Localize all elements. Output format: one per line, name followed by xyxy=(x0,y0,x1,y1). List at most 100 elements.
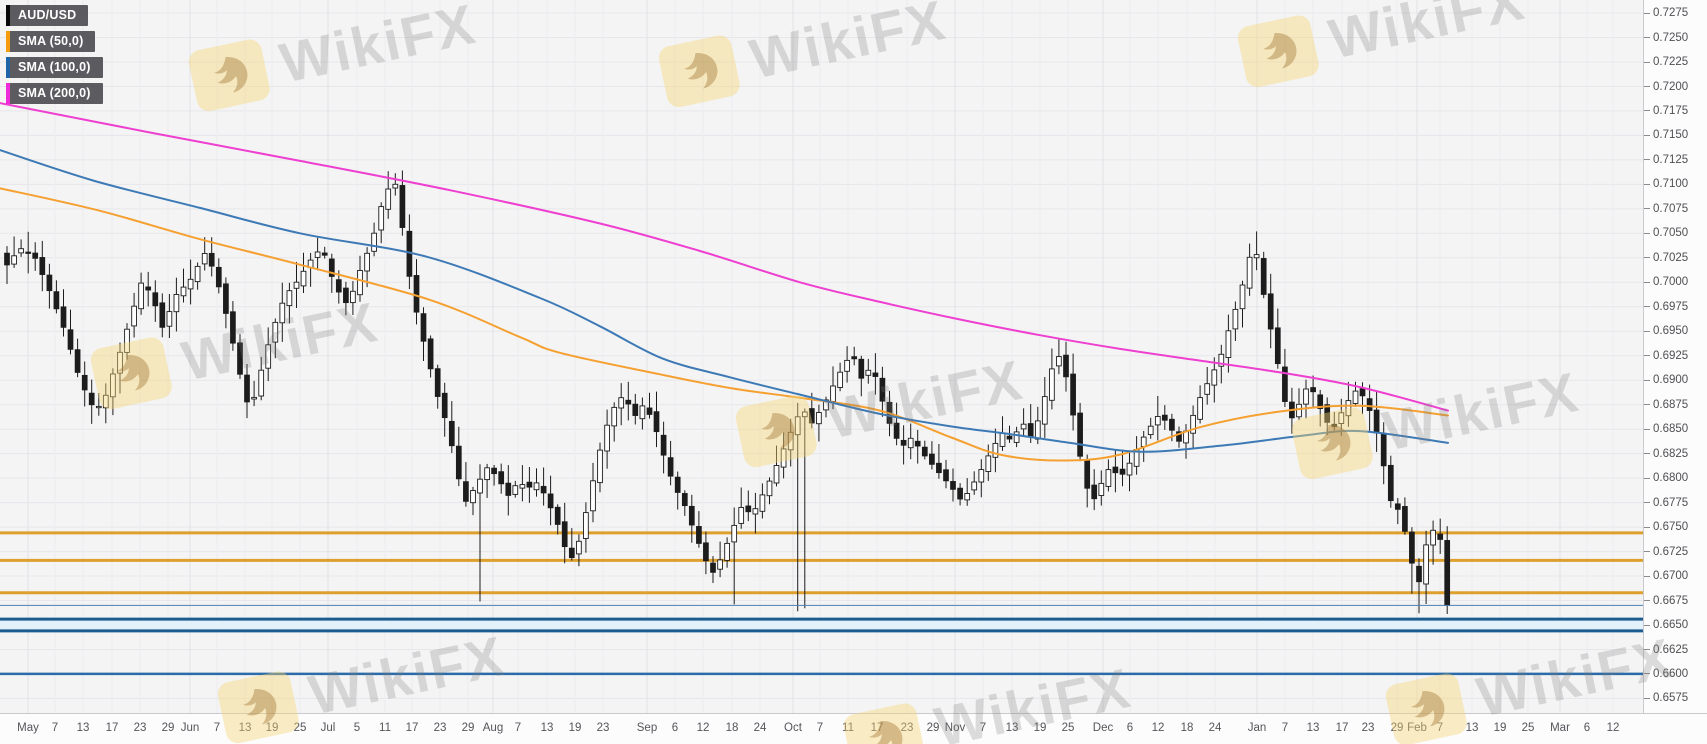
date-tick-label: May xyxy=(17,722,39,734)
legend-symbol[interactable]: AUD/USD xyxy=(6,5,89,26)
time-axis[interactable]: May 7 13 17 23 29 Jun 7 13 19 25 Jul 5 11 17 23 29 Aug 7 13… xyxy=(0,713,1707,744)
date-tick-label: Jan xyxy=(1247,722,1267,734)
date-tick-label: Nov xyxy=(944,722,966,734)
date-tick-label: 25 xyxy=(293,722,307,734)
price-tick-label: 0.7200 xyxy=(1644,81,1688,93)
date-tick-label: 7 xyxy=(1281,722,1289,734)
date-tick-label: 7 xyxy=(514,722,522,734)
price-tick-label: 0.6675 xyxy=(1644,595,1688,607)
sma200-label: SMA (200,0) xyxy=(18,86,91,100)
date-tick-label: Mar xyxy=(1550,722,1570,734)
date-tick-label: 29 xyxy=(926,722,940,734)
symbol-color-bar-icon xyxy=(6,5,10,26)
date-tick-label: 7 xyxy=(51,722,59,734)
price-tick-label: 0.7225 xyxy=(1644,56,1688,68)
date-tick-label: Jul xyxy=(320,722,336,734)
date-tick-label: Feb xyxy=(1407,722,1427,734)
date-tick-label: 6 xyxy=(1126,722,1134,734)
date-tick-label: 7 xyxy=(816,722,824,734)
date-tick-label: Oct xyxy=(784,722,802,734)
candlesticks xyxy=(4,170,1451,614)
legend-sma100[interactable]: SMA (100,0) xyxy=(6,57,103,78)
date-tick-label: 18 xyxy=(1180,722,1194,734)
date-tick-label: 6 xyxy=(671,722,679,734)
price-tick-label: 0.6600 xyxy=(1644,668,1688,680)
date-tick-label: Jun xyxy=(180,722,200,734)
date-tick-label: 13 xyxy=(1465,722,1479,734)
price-tick-label: 0.7100 xyxy=(1644,178,1688,190)
price-tick-label: 0.6725 xyxy=(1644,546,1688,558)
date-tick-label: 29 xyxy=(461,722,475,734)
date-tick-label: 24 xyxy=(753,722,767,734)
price-tick-label: 0.6925 xyxy=(1644,350,1688,362)
sma50-label: SMA (50,0) xyxy=(18,34,84,48)
date-tick-label: 7 xyxy=(213,722,221,734)
date-tick-label: 24 xyxy=(1208,722,1222,734)
date-tick-label: 29 xyxy=(1390,722,1404,734)
date-tick-label: 17 xyxy=(405,722,419,734)
legend-sma200[interactable]: SMA (200,0) xyxy=(6,83,103,104)
date-tick-label: 19 xyxy=(1493,722,1507,734)
date-tick-label: 6 xyxy=(1583,722,1591,734)
date-tick-label: 25 xyxy=(1521,722,1535,734)
price-tick-label: 0.7125 xyxy=(1644,154,1688,166)
price-axis[interactable]: 0.6670 0.72750.72500.72250.72000.71750.7… xyxy=(1643,0,1707,713)
date-tick-label: 13 xyxy=(76,722,90,734)
price-tick-label: 0.7150 xyxy=(1644,129,1688,141)
date-tick-label: 7 xyxy=(979,722,987,734)
date-tick-label: 12 xyxy=(1606,722,1620,734)
price-tick-label: 0.6950 xyxy=(1644,325,1688,337)
date-tick-label: 29 xyxy=(161,722,175,734)
date-tick-label: 13 xyxy=(1005,722,1019,734)
legend-sma50[interactable]: SMA (50,0) xyxy=(6,31,96,52)
price-tick-label: 0.7175 xyxy=(1644,105,1688,117)
price-tick-label: 0.7075 xyxy=(1644,203,1688,215)
date-tick-label: Sep xyxy=(636,722,658,734)
price-tick-label: 0.7275 xyxy=(1644,7,1688,19)
date-tick-label: Dec xyxy=(1092,722,1114,734)
date-tick-label: 17 xyxy=(1335,722,1349,734)
price-tick-label: 0.7250 xyxy=(1644,32,1688,44)
sma100-label: SMA (100,0) xyxy=(18,60,91,74)
price-tick-label: 0.6575 xyxy=(1644,692,1688,704)
date-tick-label: 5 xyxy=(353,722,361,734)
price-tick-label: 0.6650 xyxy=(1644,619,1688,631)
sma100-color-bar-icon xyxy=(6,57,10,78)
price-tick-label: 0.6625 xyxy=(1644,644,1688,656)
price-tick-label: 0.6750 xyxy=(1644,521,1688,533)
date-tick-label: 23 xyxy=(596,722,610,734)
date-tick-label: 12 xyxy=(696,722,710,734)
date-tick-label: 23 xyxy=(1361,722,1375,734)
sma50-color-bar-icon xyxy=(6,31,10,52)
price-tick-label: 0.6775 xyxy=(1644,497,1688,509)
date-tick-label: 19 xyxy=(1033,722,1047,734)
date-tick-label: Aug xyxy=(482,722,504,734)
date-tick-label: 11 xyxy=(842,722,854,734)
support-zone xyxy=(0,617,1643,633)
date-tick-label: 12 xyxy=(1151,722,1165,734)
price-tick-label: 0.7025 xyxy=(1644,252,1688,264)
date-tick-label: 23 xyxy=(900,722,914,734)
plot-area[interactable] xyxy=(0,0,1643,713)
price-tick-label: 0.6850 xyxy=(1644,423,1688,435)
price-tick-label: 0.6700 xyxy=(1644,570,1688,582)
price-tick-label: 0.6975 xyxy=(1644,301,1688,313)
price-tick-label: 0.6900 xyxy=(1644,374,1688,386)
date-tick-label: 19 xyxy=(568,722,582,734)
price-tick-label: 0.6825 xyxy=(1644,448,1688,460)
date-tick-label: 23 xyxy=(133,722,147,734)
sma-line-100 xyxy=(0,149,1449,453)
sma200-color-bar-icon xyxy=(6,83,10,104)
date-tick-label: 13 xyxy=(238,722,252,734)
date-tick-label: 7 xyxy=(1436,722,1444,734)
date-tick-label: 23 xyxy=(433,722,447,734)
date-tick-label: 17 xyxy=(105,722,119,734)
price-tick-label: 0.7050 xyxy=(1644,227,1688,239)
sma-line-200 xyxy=(0,102,1449,412)
date-tick-label: 17 xyxy=(870,722,884,734)
date-tick-label: 18 xyxy=(725,722,739,734)
date-tick-label: 19 xyxy=(265,722,279,734)
sma-line-50 xyxy=(0,187,1449,462)
symbol-label: AUD/USD xyxy=(18,8,77,22)
